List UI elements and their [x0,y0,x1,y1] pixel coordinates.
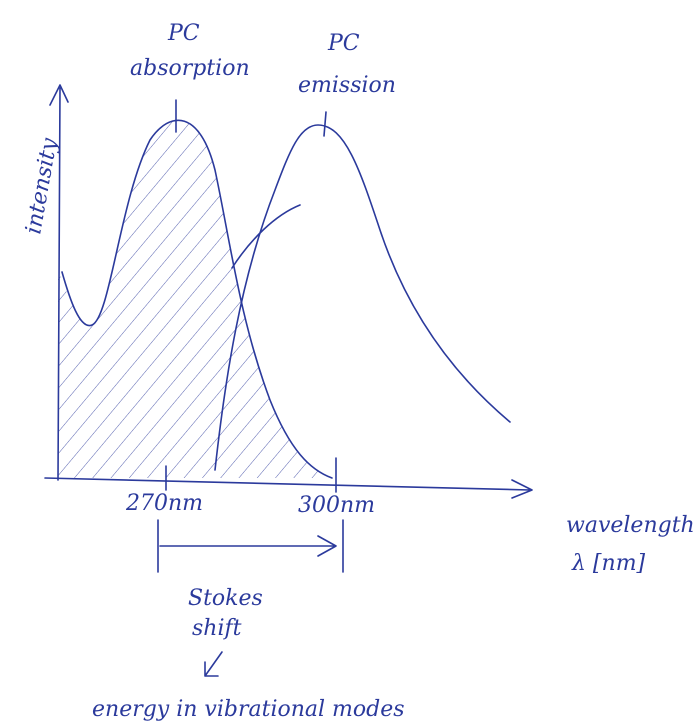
hatch [58,100,338,480]
x-axis-unit: λ [nm] [571,551,646,576]
note: energy in vibrational modes [92,697,405,722]
stokes-line2: shift [192,616,242,641]
absorption-label: absorption [130,56,250,81]
emission-label: emission [298,73,396,98]
emission-marker [324,112,326,136]
stokes-line1: Stokes [188,586,263,611]
x-tick-label: 300nm [298,493,375,518]
emission-title: PC [327,31,360,56]
y-axis-label: intensity [21,136,63,236]
diagram: PC absorption PC emission intensity 270n… [0,0,700,726]
down-arrow [205,652,222,676]
absorption-title: PC [167,21,200,46]
stokes-arrow [158,520,343,572]
x-axis [45,478,532,498]
x-axis-label: wavelength [566,513,695,538]
x-tick-label: 270nm [125,491,203,516]
